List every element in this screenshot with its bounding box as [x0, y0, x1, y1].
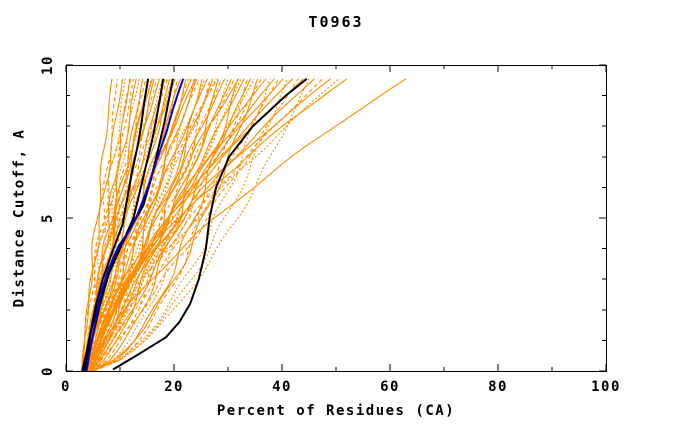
ensemble-curve-44 [89, 78, 242, 372]
ensemble-curve-67 [81, 78, 132, 372]
ensemble-curve-23 [85, 78, 182, 372]
black-curve-4 [112, 78, 308, 371]
x-tick-label-40: 40 [272, 379, 292, 395]
x-tick-label-80: 80 [488, 379, 508, 395]
ensemble-curve-58 [90, 78, 299, 372]
ensemble-curve-55 [91, 78, 284, 372]
ensemble-curve-43 [93, 78, 239, 372]
ensemble-curve-71 [83, 78, 218, 372]
ensemble-curve-50 [88, 78, 262, 372]
ensemble-curve-60 [91, 78, 310, 372]
plot-title: T0963 [308, 13, 364, 31]
ensemble-curve-34 [91, 78, 211, 372]
ensemble-curve-36 [85, 78, 217, 372]
ensemble-curve-27 [83, 78, 192, 372]
ensemble-curve-42 [86, 78, 235, 372]
x-tick-label-20: 20 [164, 379, 184, 395]
ensemble-curve-4 [84, 78, 126, 372]
ensemble-curve-56 [90, 78, 288, 372]
ensemble-curve-63 [89, 78, 331, 372]
ensemble-curve-31 [91, 78, 203, 372]
x-tick-label-100: 100 [591, 379, 621, 395]
ensemble-curve-37 [92, 78, 219, 372]
ensemble-curve-72 [87, 78, 240, 372]
ensemble-curve-54 [89, 78, 280, 372]
ensemble-curve-45 [87, 78, 245, 372]
ensemble-curve-33 [84, 78, 208, 372]
y-tick-label-10: 10 [40, 55, 56, 75]
ensemble-curve-30 [84, 78, 200, 372]
ensemble-curve-64 [91, 78, 340, 372]
ensemble-curve-61 [88, 78, 315, 372]
ensemble-curve-47 [89, 78, 252, 372]
y-tick-label-5: 5 [40, 213, 56, 223]
blue-curve [85, 78, 185, 372]
x-axis-label: Percent of Residues (CA) [216, 403, 456, 419]
ensemble-curve-8 [87, 78, 140, 372]
x-tick-label-0: 0 [61, 379, 71, 395]
ensemble-curve-49 [90, 78, 259, 372]
ensemble-curve-3 [81, 78, 124, 372]
ensemble-curve-46 [93, 78, 248, 372]
y-tick-label-0: 0 [40, 366, 56, 376]
x-tick-label-60: 60 [380, 379, 400, 395]
